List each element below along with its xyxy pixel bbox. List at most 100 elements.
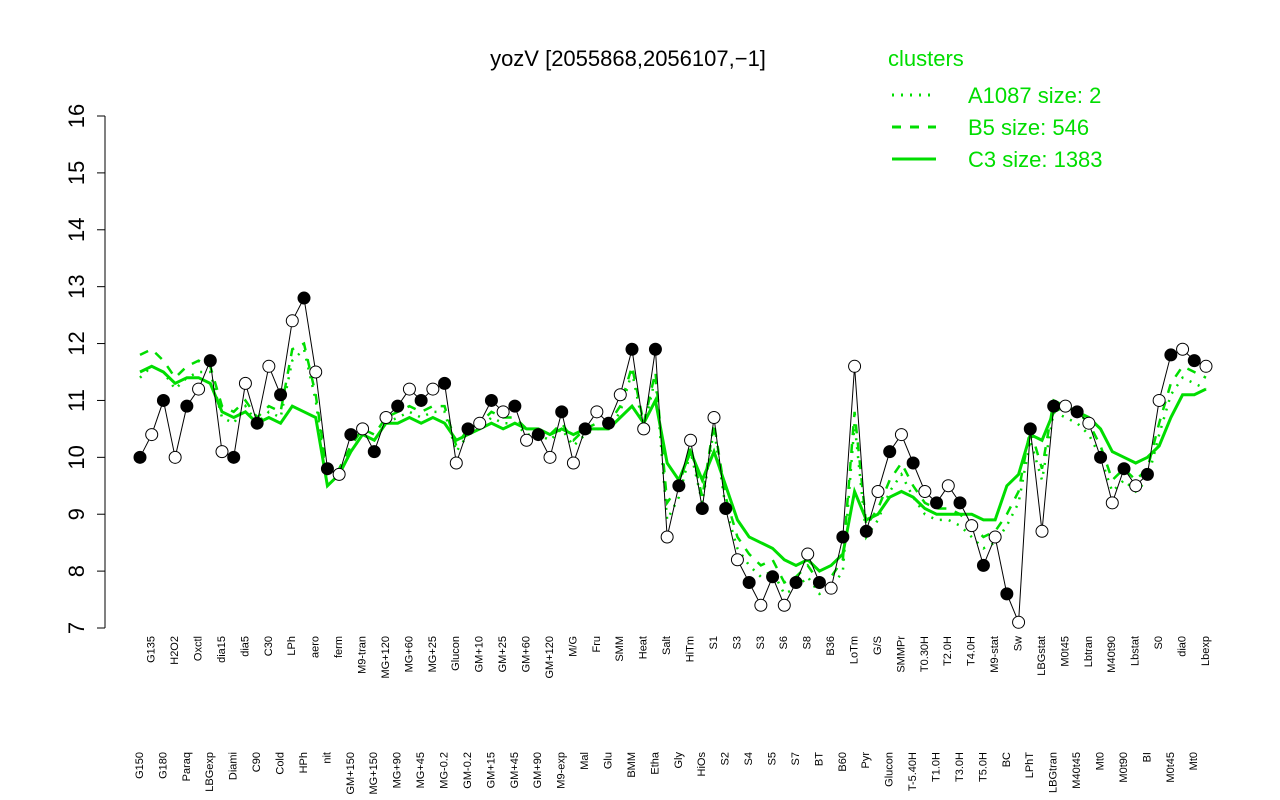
x-tick-label: ferm: [333, 636, 345, 658]
x-tick-label: S4: [743, 752, 755, 765]
x-tick-label: GM+150: [345, 752, 357, 795]
data-point: [215, 445, 229, 459]
x-tick-label: dia0: [1176, 636, 1188, 657]
data-point: [156, 393, 170, 407]
data-point: [438, 376, 452, 390]
data-point: [145, 428, 159, 442]
data-point: [227, 450, 241, 464]
x-tick-label: M9-tran: [356, 636, 368, 674]
legend-label: A1087 size: 2: [968, 83, 1101, 108]
x-tick-label: T1.0H: [930, 752, 942, 782]
data-point: [1199, 359, 1213, 373]
data-point: [1082, 416, 1096, 430]
x-tick-label: LoTm: [848, 636, 860, 664]
data-point: [883, 445, 897, 459]
x-tick-label: T4.0H: [966, 636, 978, 666]
x-tick-label: BMM: [626, 752, 638, 778]
x-tick-label: B60: [837, 752, 849, 772]
data-point: [801, 547, 815, 561]
data-point: [988, 530, 1002, 544]
x-tick-label: T-5.40H: [907, 752, 919, 791]
x-tick-label: HiOs: [696, 752, 708, 777]
x-tick-label: Paraq: [181, 752, 193, 781]
data-point: [274, 388, 288, 402]
x-tick-label: Glucon: [884, 752, 896, 787]
x-tick-label: S3: [731, 636, 743, 649]
data-point: [344, 428, 358, 442]
x-tick-label: dia5: [239, 636, 251, 657]
data-point: [707, 411, 721, 425]
x-tick-label: nit: [321, 752, 333, 764]
x-tick-label: Fru: [591, 636, 603, 653]
data-point: [1105, 496, 1119, 510]
data-point: [684, 433, 698, 447]
data-point: [660, 530, 674, 544]
data-point: [789, 575, 803, 589]
data-point: [719, 502, 733, 516]
x-tick-label: dia15: [216, 636, 228, 663]
x-tick-label: G135: [146, 636, 158, 663]
x-tick-label: M40t90: [1106, 636, 1118, 673]
x-tick-label: T0.30H: [919, 636, 931, 672]
data-point: [918, 484, 932, 498]
data-point: [555, 405, 569, 419]
data-point: [754, 598, 768, 612]
data-point: [824, 581, 838, 595]
data-point: [508, 399, 522, 413]
x-tick-label: S3: [755, 636, 767, 649]
data-point: [1187, 354, 1201, 368]
x-tick-label: Lbstat: [1130, 636, 1142, 666]
x-tick-label: S8: [802, 636, 814, 649]
y-tick-label: 14: [64, 218, 89, 242]
data-point: [637, 422, 651, 436]
x-tick-label: LBGtran: [1048, 752, 1060, 793]
y-tick-label: 16: [64, 104, 89, 128]
x-tick-label: MG+60: [403, 636, 415, 672]
data-point: [1140, 467, 1154, 481]
data-point: [192, 382, 206, 396]
x-tick-label: MG+45: [415, 752, 427, 788]
data-point: [941, 479, 955, 493]
x-tick-label: GM+120: [544, 636, 556, 679]
x-tick-label: M0t45: [1059, 636, 1071, 667]
x-tick-label: B36: [825, 636, 837, 656]
x-tick-label: MG+25: [427, 636, 439, 672]
x-tick-label: GM+60: [520, 636, 532, 672]
x-tick-label: T3.0H: [954, 752, 966, 782]
x-tick-label: S7: [790, 752, 802, 765]
data-point: [367, 445, 381, 459]
x-tick-label: BI: [1141, 752, 1153, 762]
data-point: [1152, 393, 1166, 407]
x-tick-label: Etha: [649, 751, 661, 775]
x-tick-label: S2: [720, 752, 732, 765]
data-point: [250, 416, 264, 430]
x-tick-label: M40t45: [1071, 752, 1083, 789]
x-tick-label: G180: [157, 752, 169, 779]
x-tick-label: SMMPr: [895, 636, 907, 673]
x-tick-label: MG+90: [392, 752, 404, 788]
x-tick-label: MG+150: [368, 752, 380, 795]
x-tick-label: Glu: [602, 752, 614, 769]
y-tick-label: 9: [64, 508, 89, 520]
data-point: [1000, 587, 1014, 601]
y-tick-label: 11: [64, 389, 89, 412]
x-tick-label: HPh: [298, 752, 310, 773]
data-point: [520, 433, 534, 447]
data-point: [648, 342, 662, 356]
x-tick-label: M/G: [567, 636, 579, 657]
data-point: [859, 524, 873, 538]
y-tick-label: 10: [64, 445, 89, 469]
data-point: [1117, 462, 1131, 476]
data-point: [1129, 479, 1143, 493]
data-point: [180, 399, 194, 413]
data-point: [906, 456, 920, 470]
data-point: [1058, 399, 1072, 413]
x-tick-label: Glucon: [450, 636, 462, 671]
x-tick-label: M0t45: [1165, 752, 1177, 783]
x-tick-label: Gly: [673, 752, 685, 769]
data-point: [449, 456, 463, 470]
x-tick-label: Lbtran: [1083, 636, 1095, 667]
x-tick-label: Oxctl: [192, 636, 204, 661]
data-point: [590, 405, 604, 419]
